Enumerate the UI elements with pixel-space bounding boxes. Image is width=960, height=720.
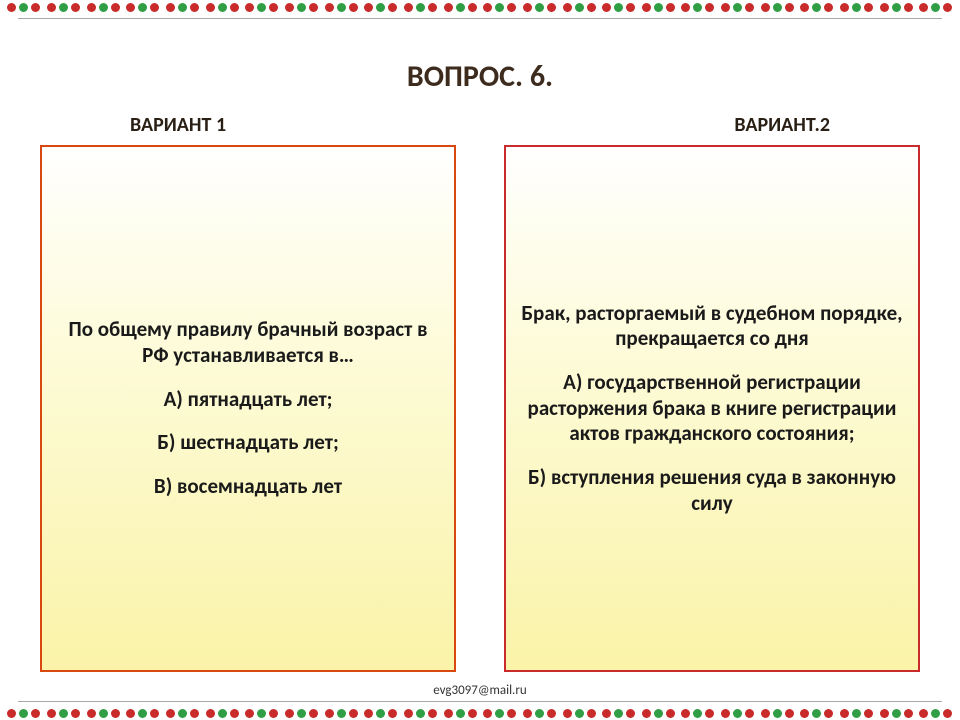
variant2-option: А) государственной регистрации расторжен…	[520, 370, 904, 447]
decorative-border-bottom	[0, 706, 960, 720]
variant1-label: ВАРИАНТ 1	[130, 113, 226, 137]
variant2-option: Б) вступления решения суда в законную си…	[520, 465, 904, 516]
question-title: ВОПРОС. 6.	[40, 58, 920, 95]
variant1-box: По общему правилу брачный возраст в РФ у…	[40, 145, 456, 672]
variant1-option: А) пятнадцать лет;	[164, 387, 333, 413]
footer-email: evg3097@mail.ru	[0, 683, 960, 698]
variant2-label: ВАРИАНТ.2	[734, 113, 830, 137]
rule-bottom	[18, 701, 942, 702]
variant1-stem: По общему правилу брачный возраст в РФ у…	[56, 317, 440, 368]
decorative-border-top	[0, 0, 960, 14]
rule-top	[18, 18, 942, 19]
variant1-option: В) восемнадцать лет	[154, 474, 342, 500]
variant2-stem: Брак, расторгаемый в судебном порядке, п…	[520, 301, 904, 352]
variant-labels-row: ВАРИАНТ 1 ВАРИАНТ.2	[40, 113, 920, 137]
slide-content: ВОПРОС. 6. ВАРИАНТ 1 ВАРИАНТ.2 По общему…	[40, 30, 920, 690]
variant2-box: Брак, расторгаемый в судебном порядке, п…	[504, 145, 920, 672]
question-boxes-row: По общему правилу брачный возраст в РФ у…	[40, 145, 920, 690]
variant1-option: Б) шестнадцать лет;	[157, 430, 339, 456]
